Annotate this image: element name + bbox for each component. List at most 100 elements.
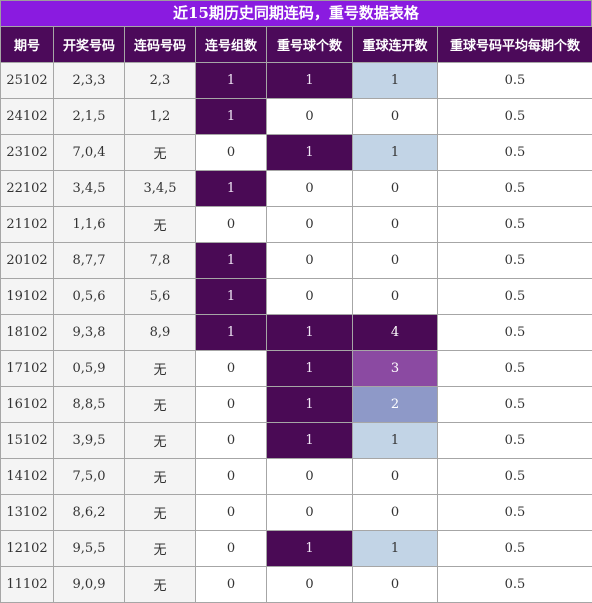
cell-groups: 0 <box>196 423 267 459</box>
cell-consecutive: 5,6 <box>125 279 196 315</box>
cell-issue: 14102 <box>1 459 54 495</box>
cell-issue: 23102 <box>1 135 54 171</box>
cell-issue: 17102 <box>1 351 54 387</box>
cell-consecutive: 无 <box>125 531 196 567</box>
cell-draw: 9,3,8 <box>54 315 125 351</box>
col-header-repeat-count: 重号球个数 <box>267 27 353 63</box>
cell-issue: 13102 <box>1 495 54 531</box>
cell-draw: 3,4,5 <box>54 171 125 207</box>
cell-draw: 9,0,9 <box>54 567 125 603</box>
col-header-repeat-run: 重球连开数 <box>353 27 438 63</box>
cell-average: 0.5 <box>438 243 592 279</box>
cell-draw: 2,1,5 <box>54 99 125 135</box>
cell-average: 0.5 <box>438 63 592 99</box>
cell-repeat-run: 4 <box>353 315 438 351</box>
col-header-issue: 期号 <box>1 27 54 63</box>
cell-average: 0.5 <box>438 387 592 423</box>
cell-issue: 19102 <box>1 279 54 315</box>
cell-average: 0.5 <box>438 423 592 459</box>
col-header-consecutive: 连码号码 <box>125 27 196 63</box>
cell-issue: 16102 <box>1 387 54 423</box>
cell-consecutive: 无 <box>125 459 196 495</box>
cell-repeat-run: 0 <box>353 279 438 315</box>
cell-draw: 2,3,3 <box>54 63 125 99</box>
cell-repeat-run: 0 <box>353 207 438 243</box>
cell-repeat-count: 1 <box>267 387 353 423</box>
cell-average: 0.5 <box>438 531 592 567</box>
cell-issue: 12102 <box>1 531 54 567</box>
cell-issue: 18102 <box>1 315 54 351</box>
cell-consecutive: 无 <box>125 351 196 387</box>
cell-repeat-run: 0 <box>353 99 438 135</box>
cell-draw: 1,1,6 <box>54 207 125 243</box>
cell-draw: 9,5,5 <box>54 531 125 567</box>
cell-consecutive: 无 <box>125 567 196 603</box>
cell-consecutive: 无 <box>125 207 196 243</box>
header-row: 期号 开奖号码 连码号码 连号组数 重号球个数 重球连开数 重球号码平均每期个数 <box>1 27 592 63</box>
cell-groups: 0 <box>196 387 267 423</box>
cell-repeat-run: 0 <box>353 459 438 495</box>
cell-repeat-count: 1 <box>267 423 353 459</box>
cell-groups: 1 <box>196 279 267 315</box>
cell-repeat-run: 2 <box>353 387 438 423</box>
cell-groups: 1 <box>196 63 267 99</box>
cell-consecutive: 3,4,5 <box>125 171 196 207</box>
col-header-average: 重球号码平均每期个数 <box>438 27 592 63</box>
cell-average: 0.5 <box>438 135 592 171</box>
cell-issue: 22102 <box>1 171 54 207</box>
cell-repeat-count: 1 <box>267 315 353 351</box>
cell-groups: 1 <box>196 171 267 207</box>
cell-draw: 7,5,0 <box>54 459 125 495</box>
cell-average: 0.5 <box>438 351 592 387</box>
cell-groups: 0 <box>196 531 267 567</box>
cell-draw: 0,5,6 <box>54 279 125 315</box>
cell-average: 0.5 <box>438 567 592 603</box>
cell-repeat-run: 1 <box>353 531 438 567</box>
cell-issue: 11102 <box>1 567 54 603</box>
cell-repeat-run: 0 <box>353 243 438 279</box>
cell-repeat-count: 1 <box>267 135 353 171</box>
cell-draw: 8,8,5 <box>54 387 125 423</box>
cell-repeat-count: 0 <box>267 279 353 315</box>
cell-issue: 21102 <box>1 207 54 243</box>
cell-draw: 0,5,9 <box>54 351 125 387</box>
cell-issue: 15102 <box>1 423 54 459</box>
cell-groups: 0 <box>196 207 267 243</box>
cell-repeat-count: 0 <box>267 567 353 603</box>
cell-draw: 7,0,4 <box>54 135 125 171</box>
cell-groups: 0 <box>196 567 267 603</box>
cell-average: 0.5 <box>438 171 592 207</box>
col-header-groups: 连号组数 <box>196 27 267 63</box>
cell-average: 0.5 <box>438 99 592 135</box>
cell-repeat-run: 1 <box>353 135 438 171</box>
cell-repeat-count: 0 <box>267 207 353 243</box>
cell-repeat-count: 1 <box>267 351 353 387</box>
cell-groups: 1 <box>196 99 267 135</box>
cell-consecutive: 7,8 <box>125 243 196 279</box>
cell-repeat-count: 0 <box>267 99 353 135</box>
cell-repeat-count: 1 <box>267 63 353 99</box>
cell-groups: 0 <box>196 459 267 495</box>
cell-repeat-count: 0 <box>267 171 353 207</box>
cell-consecutive: 无 <box>125 387 196 423</box>
cell-groups: 1 <box>196 243 267 279</box>
cell-repeat-count: 0 <box>267 243 353 279</box>
cell-average: 0.5 <box>438 495 592 531</box>
cell-repeat-count: 1 <box>267 531 353 567</box>
cell-groups: 0 <box>196 135 267 171</box>
cell-groups: 0 <box>196 351 267 387</box>
col-header-draw: 开奖号码 <box>54 27 125 63</box>
cell-repeat-count: 0 <box>267 495 353 531</box>
